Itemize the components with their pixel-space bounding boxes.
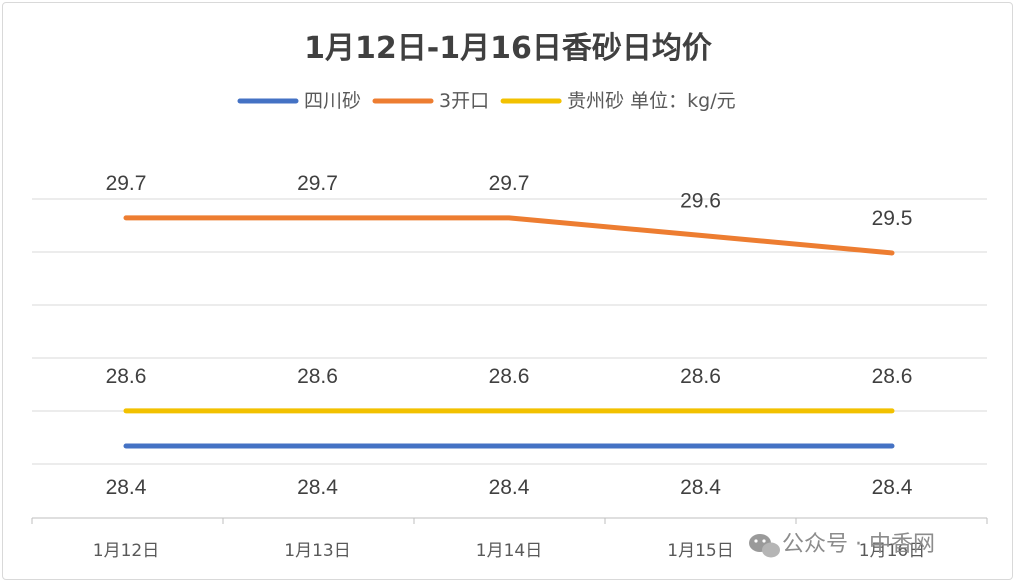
x-tick-label: 1月15日: [667, 541, 733, 561]
data-label: 29.7: [489, 172, 530, 195]
data-label: 28.4: [297, 476, 338, 499]
unit-note: 单位：kg/元: [630, 90, 735, 112]
data-label: 28.6: [297, 365, 338, 388]
legend-label: 3开口: [439, 90, 489, 112]
data-label: 28.4: [680, 476, 721, 499]
data-label: 29.7: [106, 172, 147, 195]
x-tick-label: 1月14日: [476, 541, 542, 561]
data-label: 29.6: [680, 189, 721, 212]
data-label: 28.6: [680, 365, 721, 388]
data-label: 28.6: [489, 365, 530, 388]
x-axis: 1月12日 1月13日 1月14日 1月15日 1月16日: [31, 517, 988, 561]
wechat-icon: [749, 534, 780, 558]
watermark-text: 公众号 · 中香网: [782, 532, 935, 557]
series-group: [123, 215, 895, 449]
legend-label: 贵州砂: [567, 90, 624, 112]
data-label: 29.7: [297, 172, 338, 195]
data-label: 28.4: [106, 476, 147, 499]
legend: 四川砂 3开口 贵州砂 单位：kg/元: [237, 90, 736, 112]
legend-label: 四川砂: [304, 90, 361, 112]
gridlines: [32, 198, 987, 465]
series-line: [123, 215, 895, 256]
x-tick-label: 1月12日: [93, 541, 159, 561]
data-label: 28.6: [872, 365, 913, 388]
chart-title: 1月12日-1月16日香砂日均价: [304, 31, 712, 66]
data-label: 29.5: [872, 207, 913, 230]
x-tick-label: 1月13日: [284, 541, 350, 561]
data-labels: 28.4 28.4 28.4 28.4 28.4 29.7 29.7 29.7 29.6 29.5…: [106, 172, 913, 499]
data-label: 28.6: [106, 365, 147, 388]
data-label: 28.4: [489, 476, 530, 499]
watermark: 公众号 · 中香网: [749, 532, 935, 558]
data-label: 28.4: [872, 476, 913, 499]
x-tick-label: 1月16日: [859, 541, 925, 561]
